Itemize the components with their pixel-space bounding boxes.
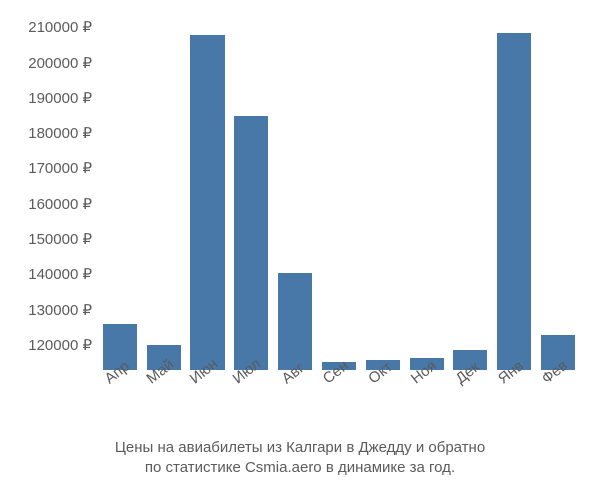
x-tick-slot: Авг (273, 370, 317, 430)
bars-group (98, 10, 580, 370)
x-tick-slot: Июн (186, 370, 230, 430)
bar (278, 273, 312, 370)
bar-slot (361, 10, 405, 370)
bar-slot (317, 10, 361, 370)
caption-line-2: по статистике Csmia.aero в динамике за г… (145, 459, 455, 476)
y-tick-label: 170000 ₽ (28, 159, 92, 177)
plot-area (98, 10, 580, 370)
x-tick-slot: Июл (229, 370, 273, 430)
y-axis: 120000 ₽ 130000 ₽ 140000 ₽ 150000 ₽ 160000 ₽… (0, 10, 98, 370)
x-tick-slot: Дек (449, 370, 493, 430)
caption-line-1: Цены на авиабилеты из Калгари в Джедду и… (115, 439, 485, 456)
bar-slot (405, 10, 449, 370)
y-tick-label: 210000 ₽ (28, 18, 92, 36)
y-tick-label: 120000 ₽ (28, 336, 92, 354)
y-tick-label: 130000 ₽ (28, 301, 92, 319)
bar-slot (273, 10, 317, 370)
bar-slot (229, 10, 273, 370)
x-tick-slot: Апр (98, 370, 142, 430)
bar-slot (186, 10, 230, 370)
bar-slot (449, 10, 493, 370)
y-tick-label: 220000 ₽ (28, 0, 92, 1)
bar-slot (536, 10, 580, 370)
y-tick-label: 160000 ₽ (28, 195, 92, 213)
bar-slot (492, 10, 536, 370)
x-tick-slot: Фев (536, 370, 580, 430)
x-tick-slot: Май (142, 370, 186, 430)
bar-slot (142, 10, 186, 370)
bar (190, 35, 224, 370)
y-tick-label: 200000 ₽ (28, 54, 92, 72)
y-tick-label: 150000 ₽ (28, 230, 92, 248)
bar-slot (98, 10, 142, 370)
y-tick-label: 180000 ₽ (28, 124, 92, 142)
bar (234, 116, 268, 370)
x-axis: АпрМайИюнИюлАвгСенОктНояДекЯнвФев (98, 370, 580, 430)
x-tick-slot: Янв (492, 370, 536, 430)
chart-caption: Цены на авиабилеты из Калгари в Джедду и… (0, 438, 600, 479)
bar (497, 33, 531, 370)
price-bar-chart: 120000 ₽ 130000 ₽ 140000 ₽ 150000 ₽ 160000 ₽… (0, 0, 600, 500)
y-tick-label: 190000 ₽ (28, 89, 92, 107)
x-tick-slot: Сен (317, 370, 361, 430)
x-tick-slot: Окт (361, 370, 405, 430)
y-tick-label: 140000 ₽ (28, 265, 92, 283)
x-tick-slot: Ноя (405, 370, 449, 430)
